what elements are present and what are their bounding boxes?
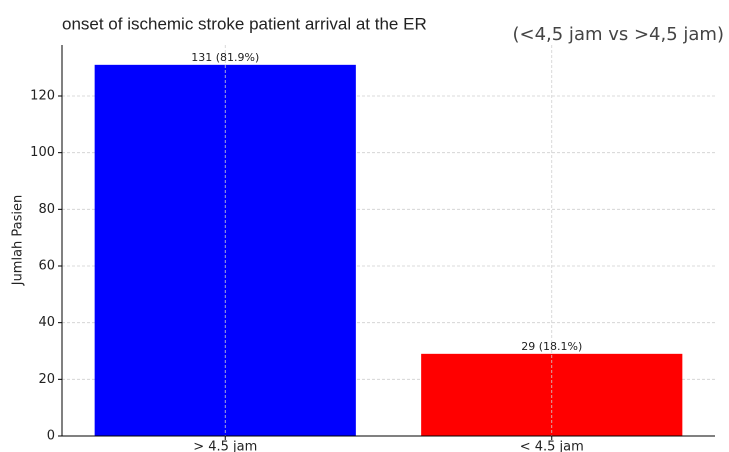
x-tick-label: > 4.5 jam [193, 440, 257, 452]
y-tick-label: 120 [30, 89, 55, 104]
y-tick-label: 60 [38, 259, 55, 274]
chart-subtitle: (<4,5 jam vs >4,5 jam) [512, 24, 724, 45]
y-tick-label: 40 [38, 315, 55, 330]
y-tick-label: 80 [38, 202, 55, 217]
y-tick-label: 20 [38, 372, 55, 387]
y-tick-label: 0 [47, 429, 55, 444]
data-label: 131 (81.9%) [191, 51, 259, 64]
y-axis-label: Jumlah Pasien [11, 195, 26, 287]
chart-title: onset of ischemic stroke patient arrival… [62, 14, 427, 33]
x-tick-label: < 4.5 jam [520, 440, 584, 452]
y-tick-label: 100 [30, 145, 55, 160]
data-label: 29 (18.1%) [521, 340, 582, 353]
